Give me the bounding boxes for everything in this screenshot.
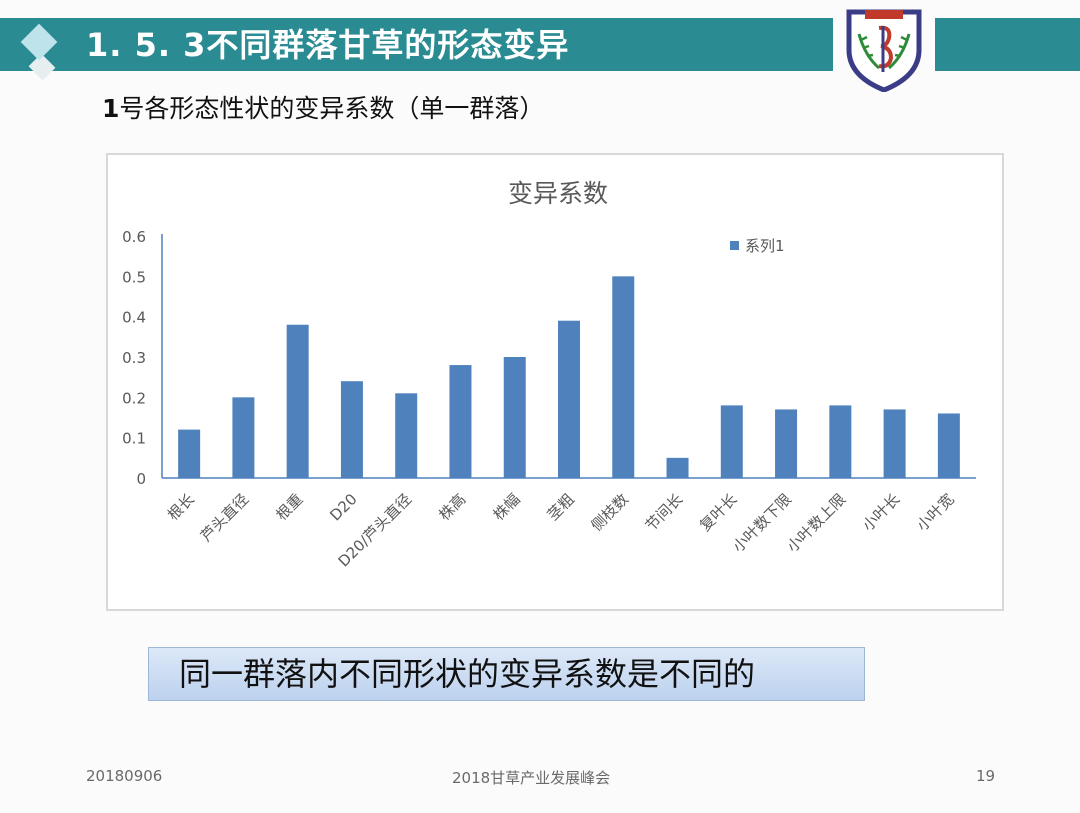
x-tick-label: 根长 — [164, 490, 198, 524]
bar — [395, 393, 418, 478]
subtitle-number: 1 — [102, 94, 120, 123]
x-tick-label: 茎粗 — [544, 490, 578, 524]
bar — [340, 381, 363, 478]
x-tick-label: 小叶宽 — [913, 490, 958, 535]
x-tick-label: 小叶长 — [859, 490, 904, 535]
conclusion-box: 同一群落内不同形状的变异系数是不同的 — [148, 647, 865, 701]
chart-title: 变异系数 — [508, 179, 608, 208]
bar — [775, 409, 798, 478]
x-tick-label: 节间长 — [642, 490, 687, 535]
university-crest-icon — [846, 9, 922, 92]
bar — [937, 413, 960, 478]
bar — [883, 409, 906, 478]
x-tick-label: 侧枝数 — [588, 490, 633, 535]
subtitle-text: 号各形态性状的变异系数（单一群落） — [119, 94, 545, 123]
bar — [286, 324, 309, 478]
bar — [178, 429, 201, 478]
bar — [558, 320, 580, 478]
x-tick-label: 小叶数上限 — [783, 490, 849, 556]
bar — [720, 405, 743, 478]
title-bar — [0, 18, 833, 71]
legend-swatch — [730, 241, 739, 250]
footer-date: 20180906 — [86, 767, 163, 785]
footer-page-number: 19 — [976, 767, 996, 785]
bar — [666, 457, 689, 478]
bar — [232, 397, 255, 478]
bar — [449, 365, 472, 478]
x-tick-label: 株幅 — [490, 490, 524, 524]
bar-chart: 变异系数 00.10.20.30.40.50.6 根长 芦头直径 根重 D20D20/… — [122, 179, 976, 571]
y-tick-label: 0.3 — [122, 349, 146, 367]
conclusion-text: 同一群落内不同形状的变异系数是不同的 — [179, 655, 756, 693]
slide-subtitle: 1号各形态性状的变异系数（单一群落） — [102, 92, 544, 126]
bar — [829, 405, 852, 478]
x-tick-label: 芦头直径 — [197, 490, 252, 545]
x-tick-label: D20 — [326, 490, 360, 524]
y-tick-label: 0.1 — [122, 430, 146, 448]
bar — [612, 276, 635, 478]
y-tick-label: 0.6 — [122, 228, 146, 246]
y-tick-label: 0.5 — [122, 268, 146, 286]
bar — [503, 357, 526, 478]
chart-frame: 变异系数 0 0.1 0.2 0.3 0.4 0.5 0.6 根长 芦头直径 根重 D20 D20/… — [106, 153, 1004, 611]
x-tick-label: 根重 — [273, 490, 307, 524]
y-tick-label: 0.4 — [122, 309, 146, 327]
legend-label: 系列1 — [745, 237, 785, 255]
footer-event: 2018甘草产业发展峰会 — [452, 769, 611, 787]
slide-title: 1. 5. 3不同群落甘草的形态变异 — [86, 26, 570, 64]
x-tick-label: 复叶长 — [696, 490, 741, 535]
x-tick-label: 株高 — [435, 490, 469, 524]
y-tick-label: 0.2 — [122, 389, 146, 407]
y-tick-label: 0 — [136, 470, 146, 488]
title-bar-right — [935, 18, 1080, 71]
